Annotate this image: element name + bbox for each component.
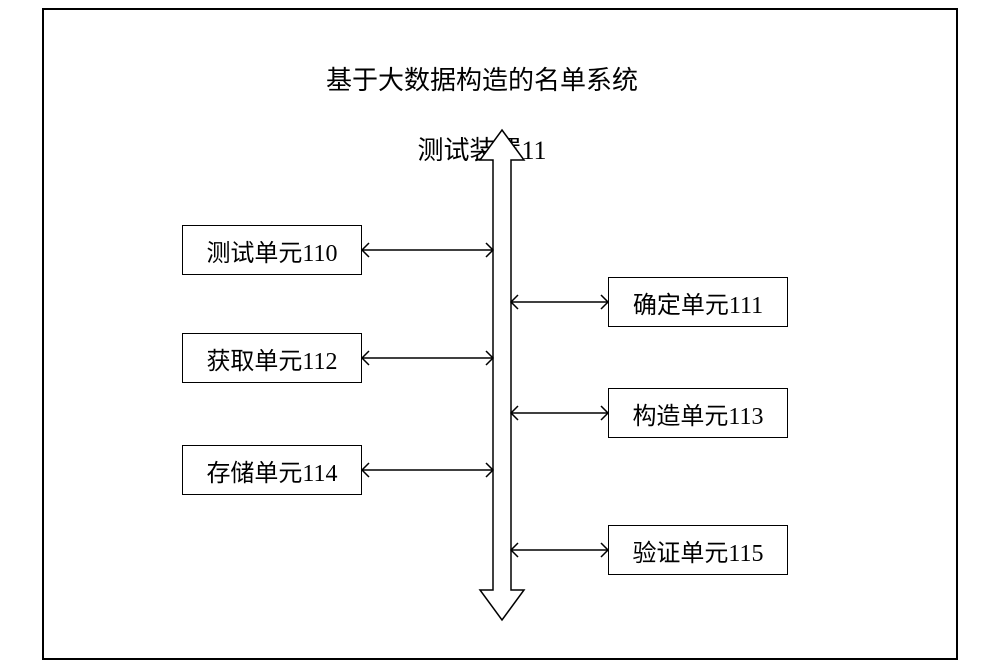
unit-110-label: 测试单元110 xyxy=(206,233,337,268)
title-line-2: 测试装置11 xyxy=(417,136,546,165)
unit-114-box: 存储单元114 xyxy=(182,445,362,495)
title-line-1: 基于大数据构造的名单系统 xyxy=(326,66,638,95)
unit-115-label: 验证单元115 xyxy=(632,533,763,568)
unit-112-label: 获取单元112 xyxy=(206,341,337,376)
unit-112-box: 获取单元112 xyxy=(182,333,362,383)
diagram-canvas: 基于大数据构造的名单系统 测试装置11 测试单元110 确定单元111 获取单元… xyxy=(0,0,1000,667)
unit-114-label: 存储单元114 xyxy=(206,453,337,488)
diagram-title: 基于大数据构造的名单系统 测试装置11 xyxy=(300,28,638,203)
unit-111-label: 确定单元111 xyxy=(633,285,763,320)
unit-115-box: 验证单元115 xyxy=(608,525,788,575)
unit-113-label: 构造单元113 xyxy=(632,396,763,431)
unit-113-box: 构造单元113 xyxy=(608,388,788,438)
unit-111-box: 确定单元111 xyxy=(608,277,788,327)
unit-110-box: 测试单元110 xyxy=(182,225,362,275)
